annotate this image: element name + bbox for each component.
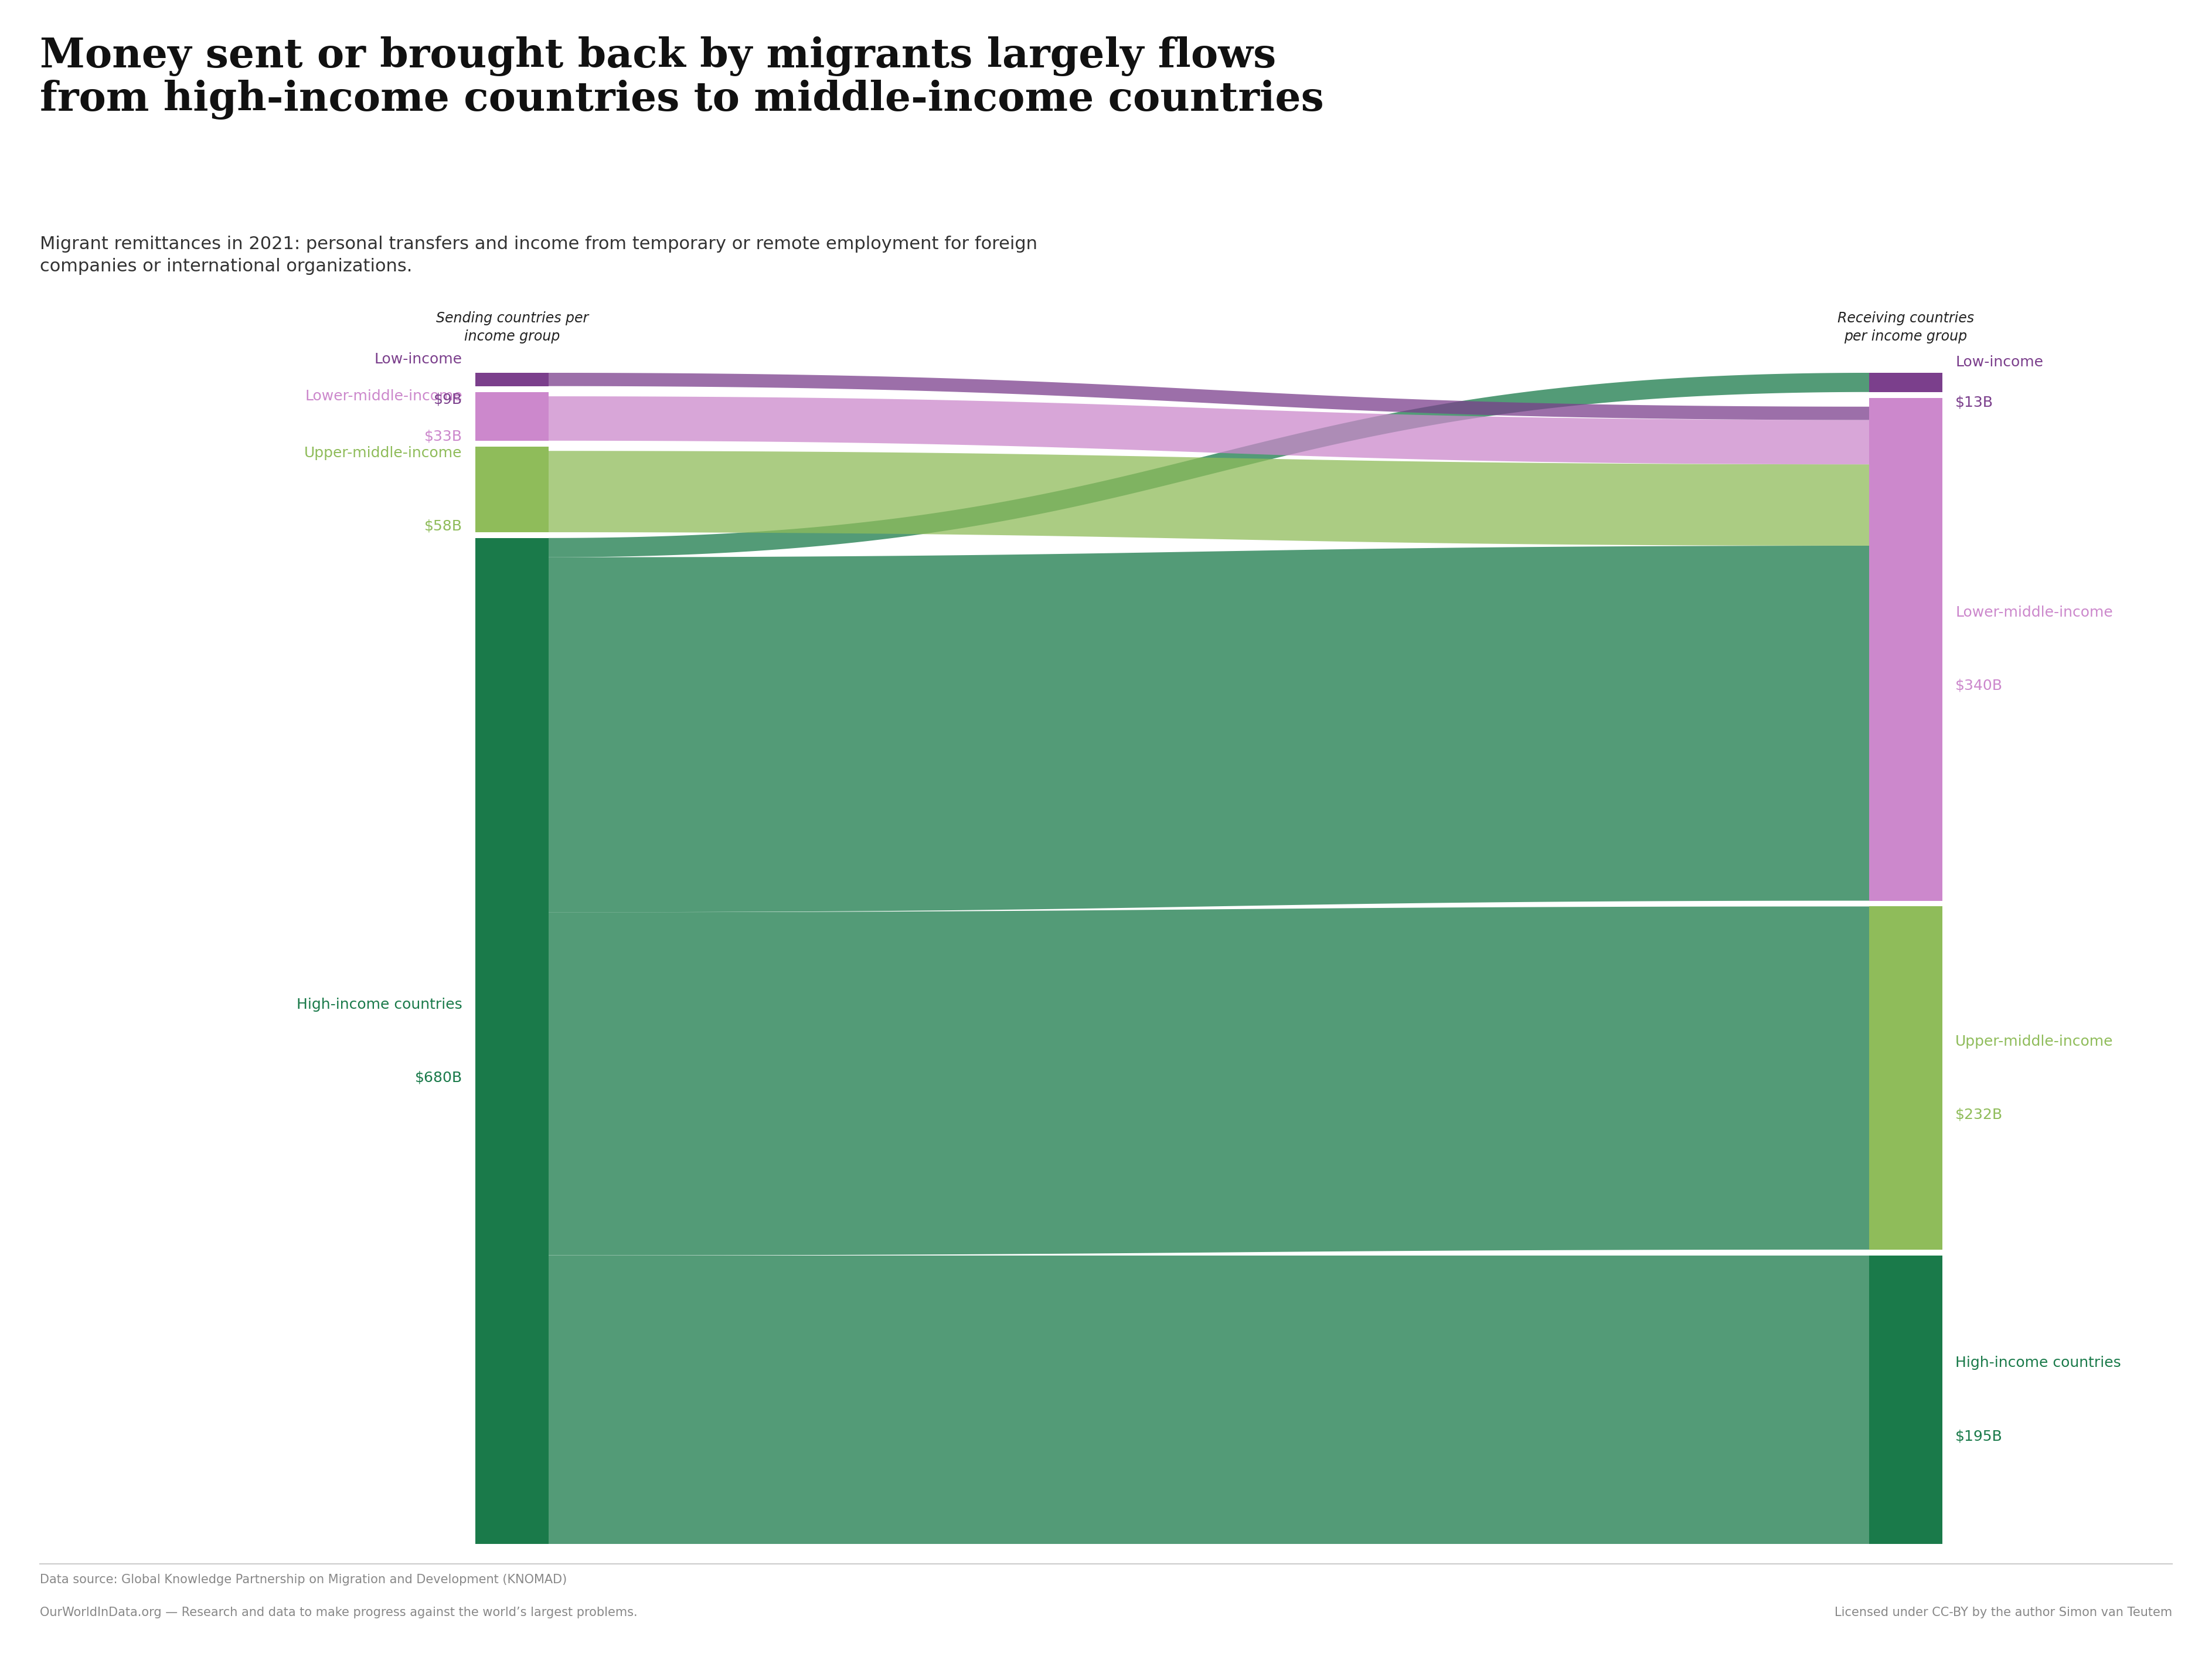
- Polygon shape: [549, 546, 1869, 913]
- Text: Lower-middle-income: Lower-middle-income: [1955, 606, 2112, 619]
- Text: Migrant remittances in 2021: personal transfers and income from temporary or rem: Migrant remittances in 2021: personal tr…: [40, 236, 1037, 276]
- Text: High-income countries: High-income countries: [1955, 1356, 2121, 1369]
- Polygon shape: [549, 906, 1869, 1255]
- Bar: [1869, 398, 1942, 901]
- Bar: [1869, 1255, 1942, 1544]
- Text: High-income countries: High-income countries: [296, 998, 462, 1011]
- Text: OurWorldInData.org — Research and data to make progress against the world’s larg: OurWorldInData.org — Research and data t…: [40, 1607, 637, 1618]
- Text: Low-income: Low-income: [1955, 355, 2044, 370]
- Bar: [476, 447, 549, 533]
- Text: $13B: $13B: [1955, 395, 1993, 410]
- Text: Sending countries per
income group: Sending countries per income group: [436, 310, 588, 344]
- Text: $232B: $232B: [1955, 1107, 2002, 1122]
- Text: Money sent or brought back by migrants largely flows
from high-income countries : Money sent or brought back by migrants l…: [40, 37, 1323, 120]
- Bar: [476, 392, 549, 440]
- Bar: [1869, 906, 1942, 1250]
- Text: Licensed under CC-BY by the author Simon van Teutem: Licensed under CC-BY by the author Simon…: [1834, 1607, 2172, 1618]
- Text: Our World
in Data: Our World in Data: [1973, 80, 2086, 123]
- Polygon shape: [549, 452, 1869, 546]
- Bar: [476, 374, 549, 387]
- Text: Data source: Global Knowledge Partnership on Migration and Development (KNOMAD): Data source: Global Knowledge Partnershi…: [40, 1574, 566, 1585]
- Text: Upper-middle-income: Upper-middle-income: [305, 447, 462, 460]
- Polygon shape: [549, 1255, 1869, 1544]
- Text: Receiving countries
per income group: Receiving countries per income group: [1838, 310, 1973, 344]
- Text: Low-income: Low-income: [374, 352, 462, 367]
- Text: $33B: $33B: [425, 430, 462, 443]
- Text: $680B: $680B: [416, 1071, 462, 1084]
- Text: $195B: $195B: [1955, 1429, 2002, 1443]
- Text: $58B: $58B: [425, 520, 462, 533]
- Text: Upper-middle-income: Upper-middle-income: [1955, 1034, 2112, 1049]
- Text: Lower-middle-income: Lower-middle-income: [305, 390, 462, 403]
- Polygon shape: [549, 374, 1869, 558]
- Bar: [1869, 374, 1942, 392]
- Text: $340B: $340B: [1955, 679, 2002, 692]
- Polygon shape: [549, 374, 1869, 420]
- Bar: [476, 538, 549, 1544]
- Polygon shape: [549, 397, 1869, 465]
- Text: $9B: $9B: [434, 392, 462, 407]
